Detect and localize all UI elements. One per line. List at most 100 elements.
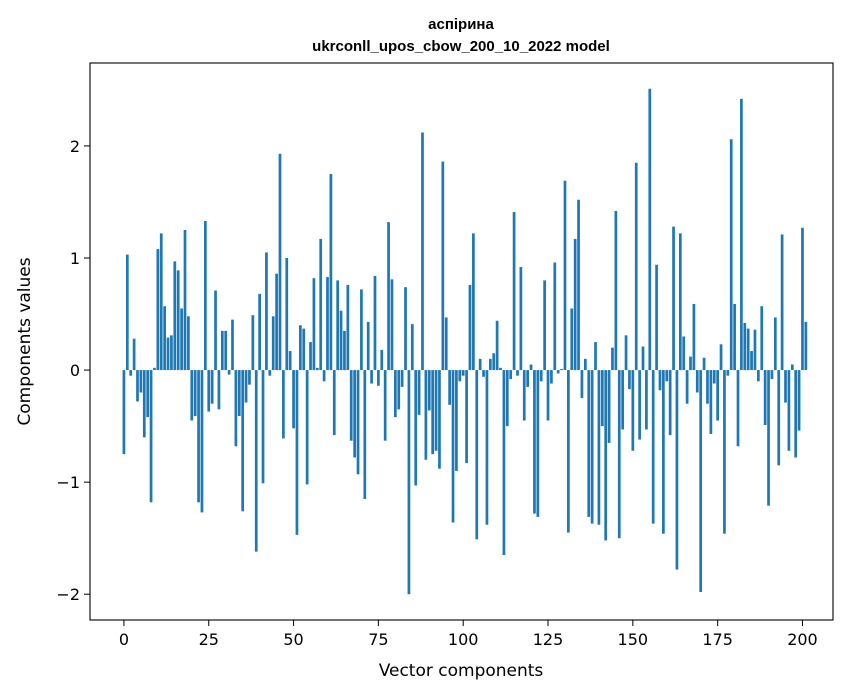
bar-153 — [641, 346, 645, 371]
bar-140 — [597, 370, 601, 525]
bar-194 — [780, 234, 784, 371]
bar-104 — [475, 370, 479, 540]
bar-165 — [682, 336, 686, 371]
bar-142 — [604, 370, 608, 541]
bars-layer — [122, 88, 808, 595]
bar-67 — [349, 370, 353, 441]
bar-6 — [142, 370, 146, 438]
bar-24 — [203, 221, 207, 371]
bar-20 — [190, 370, 194, 421]
bar-100 — [461, 370, 465, 376]
bar-195 — [784, 370, 787, 403]
bar-120 — [529, 364, 533, 371]
bar-5 — [139, 370, 143, 393]
bar-10 — [156, 249, 160, 371]
bar-169 — [695, 370, 699, 393]
bar-76 — [380, 349, 384, 371]
bar-99 — [458, 370, 462, 382]
bar-150 — [631, 370, 635, 451]
bar-96 — [448, 370, 451, 405]
bar-19 — [187, 316, 190, 371]
bar-27 — [214, 290, 217, 371]
bar-152 — [638, 370, 641, 440]
bar-35 — [241, 370, 245, 512]
bar-53 — [302, 328, 306, 371]
bar-93 — [438, 370, 441, 469]
bar-59 — [322, 370, 326, 382]
bar-144 — [611, 347, 614, 371]
bar-11 — [159, 233, 163, 371]
bar-146 — [617, 370, 621, 539]
bar-84 — [407, 370, 411, 595]
x-tick-label: 100 — [448, 630, 479, 649]
bar-55 — [309, 342, 312, 371]
bar-77 — [383, 370, 387, 441]
bar-178 — [726, 370, 730, 376]
bar-12 — [163, 306, 166, 371]
bar-86 — [414, 370, 418, 486]
bar-130 — [563, 180, 567, 371]
x-tick-label: 25 — [199, 630, 219, 649]
bar-82 — [400, 370, 404, 387]
bar-149 — [628, 370, 631, 390]
bar-188 — [760, 306, 764, 371]
bar-83 — [404, 287, 407, 371]
bar-106 — [482, 370, 485, 377]
bar-48 — [285, 258, 289, 371]
bar-200 — [801, 227, 804, 371]
bar-43 — [268, 370, 272, 376]
bar-97 — [451, 370, 455, 523]
bar-69 — [356, 370, 360, 475]
bar-74 — [373, 275, 377, 371]
bar-197 — [790, 364, 794, 371]
bar-13 — [166, 337, 170, 371]
bar-44 — [271, 316, 275, 371]
bar-101 — [465, 370, 468, 464]
bar-138 — [590, 370, 594, 524]
bar-113 — [505, 370, 509, 427]
y-axis-label: Components values — [15, 257, 35, 425]
bar-102 — [468, 284, 472, 371]
bar-95 — [444, 317, 448, 371]
x-tick-label: 50 — [283, 630, 303, 649]
bar-175 — [716, 370, 720, 421]
bar-75 — [377, 370, 380, 386]
bar-63 — [336, 280, 340, 371]
bar-154 — [645, 370, 648, 430]
bar-186 — [753, 329, 757, 371]
bar-39 — [254, 370, 258, 552]
bar-0 — [122, 370, 126, 455]
bar-47 — [282, 370, 285, 439]
bar-185 — [750, 351, 753, 371]
bar-51 — [295, 370, 299, 535]
bar-45 — [275, 273, 278, 371]
bar-167 — [689, 356, 692, 371]
bar-133 — [573, 238, 577, 371]
bar-94 — [441, 161, 445, 371]
bar-70 — [360, 289, 363, 371]
bar-112 — [502, 370, 506, 555]
bar-170 — [699, 370, 703, 592]
bar-71 — [363, 370, 367, 499]
bar-158 — [658, 370, 662, 391]
bar-164 — [678, 233, 682, 371]
bar-184 — [746, 328, 750, 371]
bar-33 — [234, 370, 238, 447]
bar-3 — [132, 338, 136, 371]
x-tick-label: 0 — [119, 630, 129, 649]
bar-177 — [723, 370, 726, 534]
bar-125 — [546, 370, 550, 421]
bar-72 — [366, 321, 370, 371]
bar-161 — [668, 370, 672, 436]
bar-201 — [804, 321, 808, 371]
bar-196 — [787, 370, 791, 451]
bar-171 — [702, 357, 706, 371]
bar-16 — [176, 270, 180, 371]
bar-117 — [519, 266, 523, 371]
bar-52 — [298, 325, 302, 371]
bar-108 — [488, 358, 492, 371]
bar-135 — [580, 370, 584, 399]
bar-181 — [736, 370, 740, 447]
bar-151 — [634, 162, 638, 371]
